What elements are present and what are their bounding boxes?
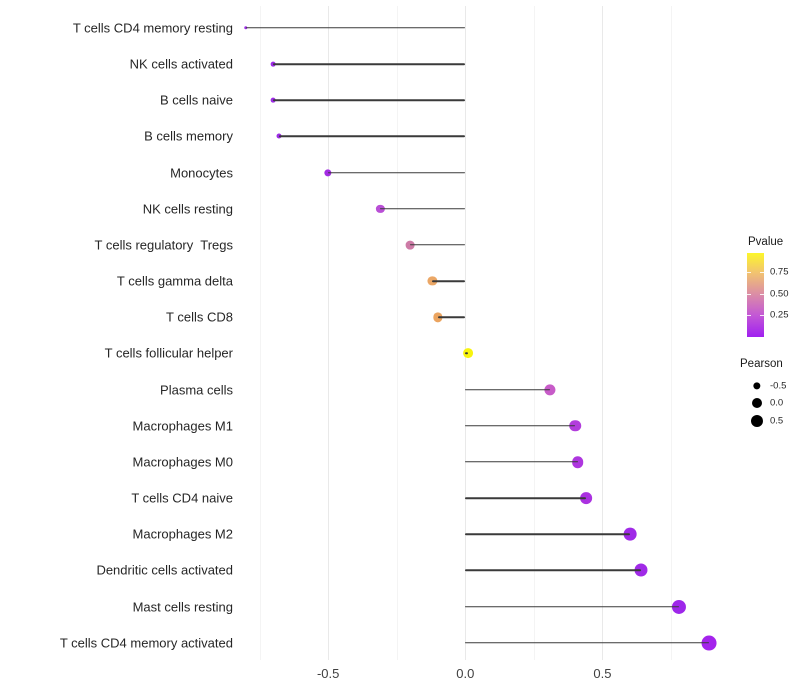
y-axis-label: Mast cells resting: [132, 599, 233, 615]
lollipop-segment: [465, 461, 578, 463]
lollipop-segment: [465, 425, 576, 427]
y-axis-label: NK cells activated: [129, 56, 233, 72]
data-point-dot: [544, 384, 556, 396]
y-axis-label: T cells gamma delta: [116, 273, 233, 289]
y-axis-label: T cells CD8: [166, 309, 233, 325]
lollipop-segment: [273, 99, 466, 101]
colorbar-tick-mark: [747, 315, 751, 317]
pearson-legend-label: 0.5: [770, 415, 784, 426]
y-axis-label: B cells memory: [144, 128, 233, 144]
lollipop-segment: [465, 352, 469, 355]
lollipop-segment: [465, 605, 680, 608]
pearson-legend-dot: [752, 381, 761, 390]
lollipop-segment: [437, 316, 466, 318]
data-point-dot: [623, 527, 637, 541]
minor-gridline: [396, 6, 398, 660]
y-axis-label: Macrophages M2: [132, 526, 233, 542]
pearson-legend-title: Pearson: [740, 358, 783, 370]
y-axis-label: T cells CD4 naive: [131, 490, 233, 506]
major-gridline: [465, 6, 467, 660]
pvalue-colorbar: [747, 253, 764, 337]
colorbar-tick-mark: [760, 315, 764, 317]
y-axis-label: T cells regulatory Tregs: [94, 237, 233, 253]
major-gridline: [602, 6, 604, 660]
lollipop-segment: [380, 208, 466, 210]
major-gridline: [328, 6, 330, 660]
y-axis-label: Dendritic cells activated: [96, 562, 233, 578]
lollipop-segment: [465, 569, 641, 572]
y-axis-label: B cells naive: [160, 92, 233, 108]
data-point-dot: [672, 599, 687, 614]
x-axis-tick-label: -0.5: [316, 665, 340, 681]
data-point-dot: [634, 563, 648, 577]
data-point-dot: [580, 492, 592, 504]
x-axis-tick-label: 0.5: [593, 665, 612, 681]
y-axis-label: Monocytes: [170, 165, 233, 181]
x-axis-tick-label: 0.0: [456, 665, 475, 681]
minor-gridline: [259, 6, 261, 660]
lollipop-segment: [410, 244, 466, 246]
pvalue-tick-label: 0.50: [770, 288, 789, 300]
pvalue-tick-label: 0.25: [770, 309, 789, 321]
lollipop-segment: [273, 63, 466, 65]
lollipop-segment: [465, 642, 710, 644]
y-axis-label: Plasma cells: [160, 382, 233, 398]
minor-gridline: [533, 6, 535, 660]
y-axis-label: Macrophages M1: [132, 418, 233, 434]
lollipop-segment: [465, 388, 551, 391]
y-axis-label: T cells CD4 memory resting: [72, 20, 233, 36]
lollipop-segment: [465, 533, 630, 536]
minor-gridline: [671, 6, 673, 660]
pvalue-tick-label: 0.75: [770, 266, 789, 278]
colorbar-tick-mark: [747, 293, 751, 295]
pvalue-legend-title: Pvalue: [748, 236, 784, 248]
lollipop-segment: [432, 280, 466, 282]
lollipop-segment: [328, 171, 466, 174]
pearson-legend-label: 0.0: [770, 397, 784, 409]
pearson-legend-dot: [751, 398, 762, 408]
data-point-dot: [571, 456, 584, 468]
colorbar-tick-mark: [760, 272, 764, 274]
pearson-legend-dot: [750, 414, 763, 427]
colorbar-tick-mark: [760, 293, 764, 295]
pearson-legend-label: -0.5: [770, 380, 787, 391]
y-axis-label: T cells CD4 memory activated: [59, 635, 233, 651]
lollipop-segment: [278, 135, 466, 138]
data-point-dot: [569, 419, 581, 432]
y-axis-label: T cells follicular helper: [104, 345, 233, 361]
data-point-dot: [463, 348, 473, 359]
y-axis-label: NK cells resting: [142, 201, 233, 217]
colorbar-tick-mark: [747, 272, 751, 274]
lollipop-segment: [465, 497, 586, 499]
lollipop-segment: [245, 27, 466, 29]
y-axis-label: Macrophages M0: [132, 454, 233, 470]
data-point-dot: [701, 635, 717, 651]
